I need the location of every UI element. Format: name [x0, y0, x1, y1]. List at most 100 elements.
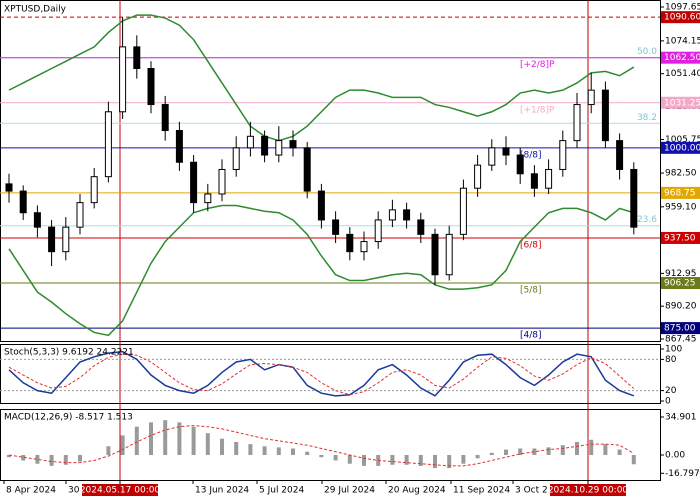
macd-bar [362, 455, 366, 466]
macd-bar [149, 422, 153, 456]
macd-bar [518, 448, 523, 456]
price-tag-label: 1090.60 [664, 13, 700, 23]
x-tick-label: 2024.10.29 00:00 [548, 486, 629, 496]
candle-body [417, 219, 425, 235]
price-tag [661, 186, 700, 199]
macd-bar [546, 447, 551, 456]
candle-body [261, 135, 269, 156]
macd-bar [575, 441, 579, 456]
level-name: [+1/8]P [520, 105, 555, 115]
macd-bar [390, 455, 395, 465]
macd-bar [319, 455, 324, 458]
stoch-d [8, 353, 635, 396]
candle-body [431, 233, 439, 276]
macd-bar [134, 426, 139, 456]
macd-signal [8, 425, 635, 467]
price-tag-label: 906.25 [664, 279, 696, 289]
price-tag-label: 875.00 [664, 324, 696, 334]
price-tag-label: 1062.50 [664, 53, 700, 63]
level-name: [4/8] [520, 331, 542, 341]
y-tick-label: 1005.75 [665, 135, 700, 145]
candle-body [175, 130, 183, 163]
macd-bar [163, 420, 168, 456]
macd-bar [248, 444, 253, 456]
candle-body [190, 161, 198, 204]
macd-bar [631, 455, 636, 465]
candle-body [459, 187, 467, 235]
macd-bar [63, 455, 68, 465]
x-tick-label: 5 Jul 2024 [259, 486, 304, 496]
candle-body [317, 190, 325, 221]
macd-bar [489, 452, 494, 456]
macd-bar [191, 426, 196, 456]
candle-body [445, 233, 453, 276]
panel-frame [0, 409, 661, 481]
candle-body [388, 209, 396, 221]
y-tick-label: 1051.40 [665, 69, 700, 79]
candle-body [488, 147, 496, 166]
price-tag [661, 231, 700, 244]
macd-title: MACD(12,26,9) -8.517 1.513 [4, 413, 133, 423]
candle-body [601, 89, 609, 142]
macd-bar [560, 445, 565, 456]
y-tick-label: 1074.15 [665, 36, 700, 46]
price-tag-label: 1031.25 [664, 98, 700, 108]
macd-bar [404, 455, 409, 465]
fib-label: 38.2 [637, 113, 657, 123]
macd-bar [603, 444, 608, 456]
candle-body [303, 147, 311, 192]
y-tick-label: 1097.65 [665, 2, 700, 12]
y-tick-label: 867.45 [665, 334, 697, 344]
candle-body [559, 140, 567, 170]
macd-bar [617, 449, 622, 456]
y-tick-label: 890.20 [665, 302, 697, 312]
level-name: [+2/8]P [520, 60, 555, 70]
macd-bar [532, 448, 537, 456]
bollinger-upper [8, 14, 635, 142]
macd-bar [418, 455, 423, 466]
candle-body [616, 140, 624, 170]
candle-body [147, 68, 155, 106]
chart-title: XPTUSD,Daily [4, 5, 67, 15]
price-tag-label: 968.75 [664, 188, 696, 198]
level-name: [6/8] [520, 240, 542, 250]
candle-body [332, 219, 340, 235]
x-tick-label: 20 Aug 2024 [388, 486, 446, 496]
price-tag-label: 937.50 [664, 233, 696, 243]
candle-body [104, 111, 112, 178]
candle-body [5, 183, 13, 192]
candle-body [502, 147, 510, 156]
x-tick-label: 8 Apr 2024 [6, 486, 56, 496]
x-tick-label: 11 Sep 2024 [453, 486, 510, 496]
y-tick-label: 982.50 [665, 169, 697, 179]
price-tag [661, 277, 700, 290]
candle-body [587, 89, 595, 106]
level-name: [5/8] [520, 286, 542, 296]
macd-bar [78, 455, 82, 462]
macd-bar [433, 455, 437, 469]
macd-bar [262, 446, 267, 456]
candle-body [530, 173, 538, 189]
candle-body [218, 168, 226, 195]
y-tick-label: 80 [665, 355, 677, 365]
price-tag [661, 141, 700, 154]
macd-bar [504, 449, 508, 456]
stoch-k [8, 350, 635, 397]
level-name: [8/8] [520, 150, 542, 160]
y-tick-label: 912.95 [665, 269, 697, 279]
candle-body [119, 46, 127, 113]
stoch-title: Stoch(5,3,3) 9.6192 24.2221 [4, 348, 134, 358]
candle-body [19, 190, 27, 214]
y-tick-label: 0.00 [665, 451, 685, 461]
macd-bar [461, 455, 466, 464]
macd-bar [589, 439, 594, 456]
x-tick-label: 3 Oct 2 [515, 486, 548, 496]
macd-bar [35, 455, 40, 464]
macd-bar [205, 433, 210, 456]
candle-body [204, 193, 212, 204]
candle-body [161, 104, 169, 132]
macd-bar [291, 448, 295, 456]
y-tick-label: 34.901 [665, 413, 697, 423]
candle-body [48, 226, 56, 253]
